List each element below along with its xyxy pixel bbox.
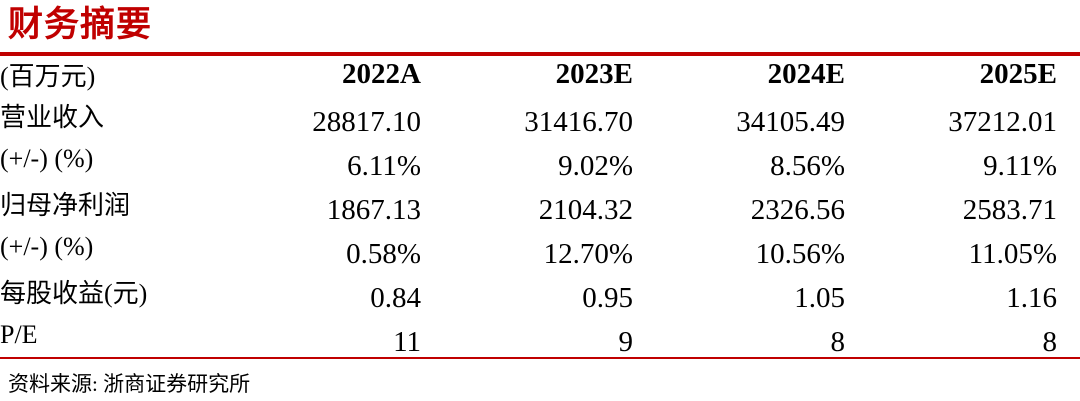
table-row-net-profit: 归母净利润 1867.13 2104.32 2326.56 2583.71 (0, 181, 1080, 226)
cell-value: 31416.70 (524, 105, 633, 138)
cell-value: 9 (618, 325, 634, 358)
table-row-eps: 每股收益(元) 0.84 0.95 1.05 1.16 (0, 269, 1080, 314)
cell-value: 1.05 (794, 281, 845, 314)
cell-value: 2583.71 (962, 193, 1057, 226)
cell-value: 1.16 (1006, 281, 1057, 314)
row-label: 营业收入 (0, 102, 105, 132)
cell-value: 11 (393, 325, 421, 358)
cell-value: 6.11% (347, 149, 421, 182)
title-divider-rule (0, 52, 1080, 56)
cell-value: 34105.49 (736, 105, 845, 138)
row-label: P/E (0, 320, 38, 349)
cell-value: 9.11% (983, 149, 1057, 182)
table-bottom-rule (0, 357, 1080, 359)
cell-value: 37212.01 (948, 105, 1057, 138)
table-row-revenue: 营业收入 28817.10 31416.70 34105.49 37212.01 (0, 93, 1080, 138)
cell-value: 0.58% (346, 237, 421, 270)
cell-value: 1867.13 (326, 193, 421, 226)
row-label: (+/-) (%) (0, 144, 94, 173)
column-header-2025e: 2025E (979, 58, 1057, 90)
unit-label: (百万元) (0, 62, 96, 91)
table-row-pe: P/E 11 9 8 8 (0, 313, 1080, 358)
column-header-2022a: 2022A (342, 58, 421, 90)
table-row-revenue-growth: (+/-) (%) 6.11% 9.02% 8.56% 9.11% (0, 137, 1080, 182)
cell-value: 28817.10 (312, 105, 421, 138)
row-label: 归母净利润 (0, 190, 131, 220)
financial-summary-table: (百万元) 2022A 2023E 2024E 2025E 营业收入 28817… (0, 56, 1080, 358)
cell-value: 0.84 (370, 281, 421, 314)
cell-value: 9.02% (558, 149, 633, 182)
cell-value: 10.56% (755, 237, 845, 270)
cell-value: 11.05% (968, 237, 1057, 270)
cell-value: 2104.32 (538, 193, 633, 226)
page-title: 财务摘要 (8, 5, 153, 44)
column-header-2023e: 2023E (555, 58, 633, 90)
table-row-net-profit-growth: (+/-) (%) 0.58% 12.70% 10.56% 11.05% (0, 225, 1080, 270)
cell-value: 8 (1042, 325, 1058, 358)
table-header-row: (百万元) 2022A 2023E 2024E 2025E (0, 56, 1080, 93)
cell-value: 2326.56 (750, 193, 845, 226)
column-header-2024e: 2024E (767, 58, 845, 90)
cell-value: 8.56% (770, 149, 845, 182)
cell-value: 12.70% (543, 237, 633, 270)
cell-value: 0.95 (582, 281, 633, 314)
row-label: 每股收益(元) (0, 278, 148, 308)
row-label: (+/-) (%) (0, 232, 94, 261)
cell-value: 8 (830, 325, 846, 358)
source-note: 资料来源: 浙商证券研究所 (8, 372, 251, 396)
